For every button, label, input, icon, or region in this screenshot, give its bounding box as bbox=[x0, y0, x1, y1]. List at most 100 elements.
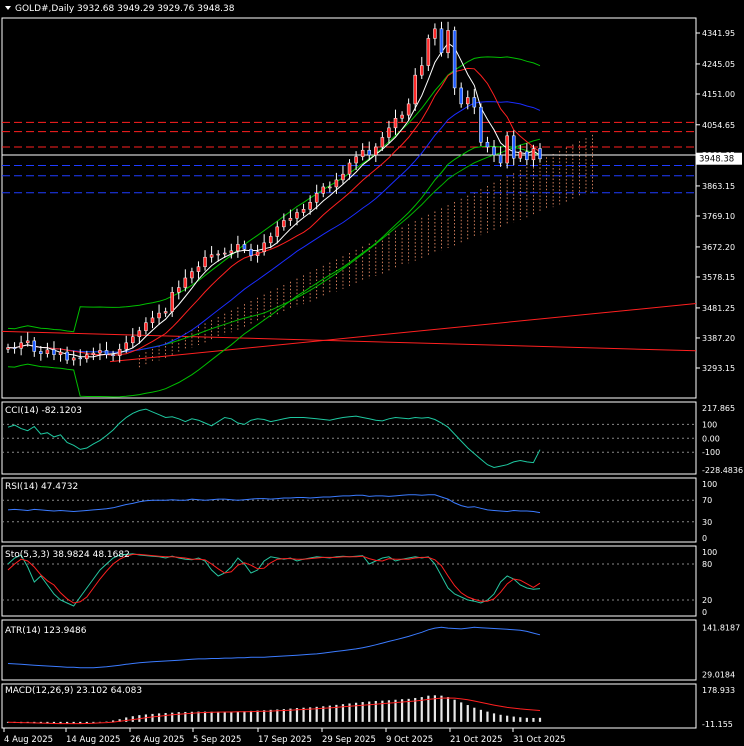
candle-body[interactable] bbox=[216, 253, 220, 256]
candle-body[interactable] bbox=[131, 336, 135, 344]
macd-panel[interactable]: 178.933 -11.155 bbox=[1, 683, 735, 729]
candle-body[interactable] bbox=[354, 156, 358, 164]
candle-body[interactable] bbox=[12, 347, 17, 349]
candle-body[interactable] bbox=[78, 357, 82, 360]
candle-body[interactable] bbox=[380, 137, 385, 148]
candle-body[interactable] bbox=[538, 148, 542, 160]
candle-body[interactable] bbox=[163, 311, 168, 314]
candle-body[interactable] bbox=[466, 97, 470, 105]
candle-body[interactable] bbox=[262, 242, 266, 253]
candle-body[interactable] bbox=[45, 349, 50, 354]
candle-body[interactable] bbox=[144, 322, 148, 331]
candle-body[interactable] bbox=[446, 30, 450, 54]
candle-body[interactable] bbox=[525, 151, 529, 161]
cci-panel[interactable]: 217.865 100 0.00 -100 -228.4836 bbox=[1, 401, 743, 475]
candle-body[interactable] bbox=[321, 186, 326, 194]
candle-body[interactable] bbox=[255, 251, 260, 256]
candle-body[interactable] bbox=[170, 292, 174, 312]
candle-body[interactable] bbox=[334, 179, 339, 188]
candle-body[interactable] bbox=[222, 252, 227, 255]
candle-body[interactable] bbox=[341, 173, 345, 181]
candle-body[interactable] bbox=[498, 154, 503, 164]
candle-body[interactable] bbox=[25, 340, 30, 344]
candle-body[interactable] bbox=[52, 349, 56, 355]
candle-body[interactable] bbox=[531, 148, 536, 161]
candle-body[interactable] bbox=[485, 141, 490, 148]
candle-body[interactable] bbox=[236, 244, 240, 252]
candle-body[interactable] bbox=[505, 135, 509, 164]
candle-body[interactable] bbox=[400, 114, 404, 119]
candle-body[interactable] bbox=[203, 256, 207, 268]
atr-tick-label: 141.8187 bbox=[702, 623, 740, 632]
candle-body[interactable] bbox=[183, 277, 188, 288]
time-tick-label: 21 Oct 2025 bbox=[450, 735, 503, 745]
candle-body[interactable] bbox=[150, 317, 155, 323]
cci-tick-label: 217.865 bbox=[702, 404, 735, 413]
candle-body[interactable] bbox=[492, 146, 496, 156]
candle-body[interactable] bbox=[190, 271, 194, 279]
candle-body[interactable] bbox=[124, 342, 128, 350]
candle-body[interactable] bbox=[374, 146, 378, 156]
candle-body[interactable] bbox=[452, 30, 457, 89]
stochastic-panel[interactable]: 100 80 20 0 bbox=[1, 545, 717, 617]
ma-fast-line bbox=[7, 42, 541, 358]
candle-body[interactable] bbox=[406, 103, 411, 116]
candle-body[interactable] bbox=[511, 135, 516, 159]
candle-body[interactable] bbox=[347, 162, 352, 175]
candle-body[interactable] bbox=[426, 38, 431, 66]
candle-body[interactable] bbox=[111, 354, 115, 356]
candle-body[interactable] bbox=[282, 220, 286, 228]
candle-body[interactable] bbox=[177, 287, 181, 293]
price-tick-label: 4151.00 bbox=[702, 90, 735, 99]
candle-body[interactable] bbox=[242, 244, 247, 250]
candle-body[interactable] bbox=[229, 250, 234, 254]
candle-body[interactable] bbox=[413, 74, 417, 105]
candle-body[interactable] bbox=[439, 28, 444, 54]
candle-body[interactable] bbox=[328, 186, 332, 189]
candle-body[interactable] bbox=[39, 351, 43, 354]
candle-body[interactable] bbox=[157, 312, 161, 319]
candle-body[interactable] bbox=[301, 209, 306, 213]
candle-body[interactable] bbox=[117, 348, 122, 356]
candle-body[interactable] bbox=[360, 149, 365, 157]
rsi-panel[interactable]: 100 70 30 0 bbox=[1, 477, 717, 543]
candle-body[interactable] bbox=[268, 236, 273, 244]
candle-body[interactable] bbox=[91, 352, 96, 355]
cci-title: CCI(14) -82.1203 bbox=[5, 406, 82, 416]
candle-body[interactable] bbox=[104, 350, 109, 355]
candle-body[interactable] bbox=[98, 350, 102, 354]
candle-body[interactable] bbox=[65, 351, 69, 361]
candle-body[interactable] bbox=[58, 351, 63, 355]
candle-body[interactable] bbox=[420, 65, 424, 76]
candle-body[interactable] bbox=[472, 97, 477, 108]
candle-body[interactable] bbox=[518, 151, 523, 159]
candle-body[interactable] bbox=[249, 248, 253, 256]
candle-body[interactable] bbox=[308, 202, 312, 210]
candle-body[interactable] bbox=[85, 354, 89, 360]
atr-panel[interactable]: 141.8187 29.0184 bbox=[1, 619, 740, 681]
candle-body[interactable] bbox=[295, 212, 299, 219]
candle-body[interactable] bbox=[19, 342, 23, 349]
candle-body[interactable] bbox=[137, 330, 142, 337]
candle-body[interactable] bbox=[387, 127, 391, 138]
candle-body[interactable] bbox=[367, 149, 371, 156]
dropdown-triangle-icon[interactable] bbox=[5, 6, 11, 10]
candle-body[interactable] bbox=[196, 266, 201, 272]
candle-body[interactable] bbox=[433, 28, 437, 39]
candle-body[interactable] bbox=[393, 118, 398, 129]
candle-body[interactable] bbox=[314, 193, 319, 203]
rsi-tick-label: 0 bbox=[702, 534, 707, 543]
candle-body[interactable] bbox=[275, 226, 280, 237]
ichimoku-cloud bbox=[138, 134, 593, 369]
candle-body[interactable] bbox=[209, 254, 214, 258]
candle-body[interactable] bbox=[6, 347, 10, 350]
price-panel[interactable]: 4341.954245.054151.004054.653960.653863.… bbox=[1, 17, 742, 399]
candle-body[interactable] bbox=[479, 106, 483, 143]
price-tag-label: 3948.38 bbox=[699, 155, 734, 165]
candle-body[interactable] bbox=[288, 217, 293, 221]
rsi-tick-label: 100 bbox=[702, 480, 717, 489]
candle-body[interactable] bbox=[459, 87, 463, 105]
candle-body[interactable] bbox=[71, 357, 76, 361]
candle-body[interactable] bbox=[32, 340, 37, 352]
